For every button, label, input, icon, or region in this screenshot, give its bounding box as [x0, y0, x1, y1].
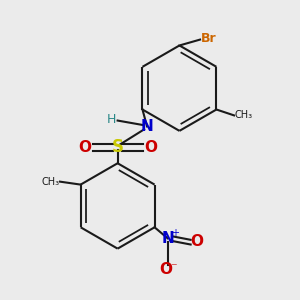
Text: +: + [171, 228, 179, 238]
Text: O: O [144, 140, 157, 154]
Text: O: O [78, 140, 91, 154]
Text: CH₃: CH₃ [235, 110, 253, 120]
Text: H: H [107, 112, 116, 126]
Text: S: S [112, 138, 124, 156]
Text: ⁻: ⁻ [170, 261, 177, 274]
Text: N: N [161, 231, 174, 246]
Text: CH₃: CH₃ [41, 177, 59, 187]
Text: O: O [160, 262, 173, 277]
Text: O: O [190, 234, 204, 249]
Text: N: N [141, 119, 153, 134]
Text: Br: Br [201, 32, 217, 45]
